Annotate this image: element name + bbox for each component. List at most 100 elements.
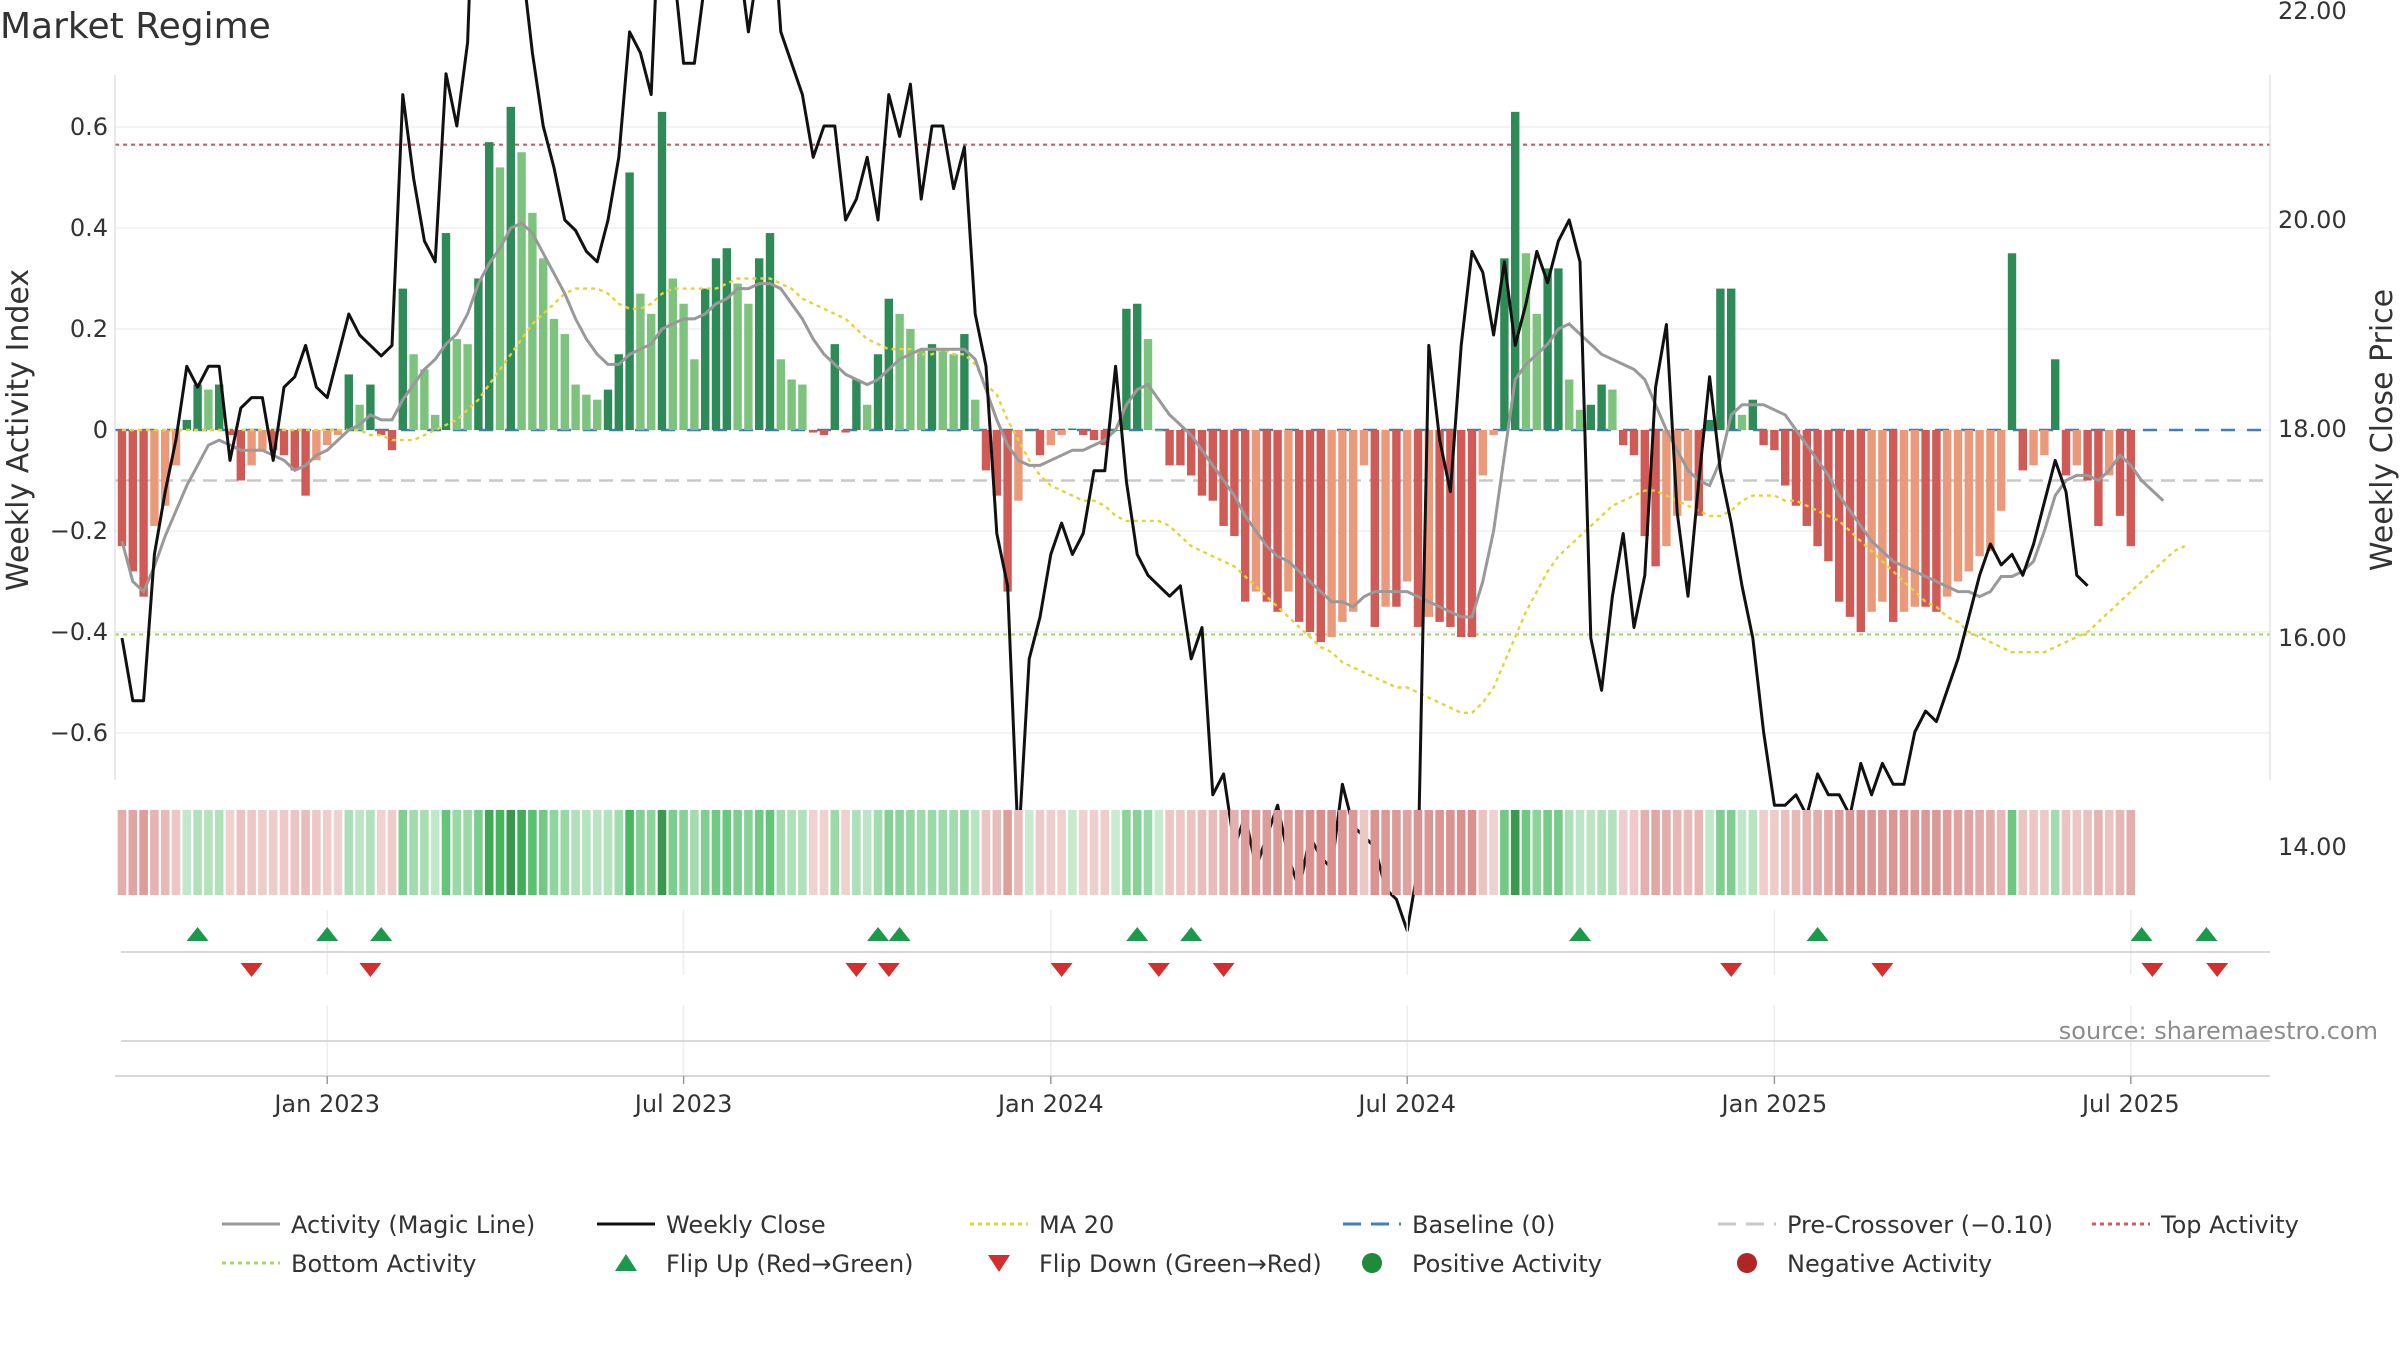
regime-strip-cell bbox=[517, 810, 526, 895]
activity-bar bbox=[1608, 389, 1617, 430]
activity-bar bbox=[2094, 430, 2103, 526]
flip-down-marker bbox=[1050, 963, 1073, 977]
regime-strip-cell bbox=[1813, 810, 1822, 895]
y-tick-left: 0.6 bbox=[70, 113, 108, 141]
regime-strip-cell bbox=[1100, 810, 1110, 895]
regime-strip-cell bbox=[452, 810, 462, 895]
regime-strip-cell bbox=[895, 810, 904, 895]
x-tick-label: Jan 2023 bbox=[272, 1090, 380, 1118]
regime-strip-cell bbox=[636, 810, 645, 895]
regime-strip-cell bbox=[1554, 810, 1563, 895]
regime-strip-cell bbox=[1143, 810, 1153, 895]
regime-strip-cell bbox=[1824, 810, 1833, 895]
y-tick-right: 22.00 bbox=[2278, 0, 2347, 25]
activity-bar bbox=[1575, 409, 1585, 430]
activity-bar bbox=[1705, 419, 1714, 430]
activity-bar bbox=[1921, 430, 1930, 607]
activity-bar bbox=[1651, 430, 1660, 567]
activity-bar bbox=[1057, 430, 1066, 436]
activity-bar bbox=[1597, 384, 1606, 430]
activity-bar bbox=[2029, 430, 2038, 466]
regime-strip-cell bbox=[776, 810, 786, 895]
activity-bar bbox=[1197, 430, 1207, 496]
legend-swatch-triangle-up bbox=[615, 1254, 637, 1271]
activity-bar bbox=[1737, 414, 1747, 430]
regime-strip-cell bbox=[1305, 810, 1315, 895]
flip-down-marker bbox=[240, 963, 263, 977]
regime-strip-cell bbox=[139, 810, 148, 895]
activity-bar bbox=[1176, 430, 1185, 466]
activity-bar bbox=[2040, 430, 2049, 456]
activity-bar bbox=[971, 399, 980, 430]
activity-bar bbox=[1813, 430, 1822, 547]
activity-bar bbox=[1554, 268, 1563, 430]
source-label: source: sharemaestro.com bbox=[2059, 1017, 2378, 1045]
regime-strip-cell bbox=[1662, 810, 1671, 895]
regime-strip-cell bbox=[744, 810, 753, 895]
activity-bar bbox=[1781, 430, 1790, 486]
legend-label: Positive Activity bbox=[1412, 1250, 1602, 1278]
regime-strip-cell bbox=[1672, 810, 1682, 895]
regime-strip-cell bbox=[1597, 810, 1606, 895]
regime-strip-cell bbox=[1748, 810, 1758, 895]
legend-item: Activity (Magic Line) bbox=[222, 1211, 535, 1239]
regime-strip-cell bbox=[1759, 810, 1768, 895]
regime-strip-cell bbox=[1500, 810, 1509, 895]
activity-bar bbox=[431, 414, 440, 430]
activity-bar bbox=[1424, 430, 1433, 617]
regime-strip-cell bbox=[495, 810, 505, 895]
regime-strip-cell bbox=[1564, 810, 1574, 895]
activity-bar bbox=[819, 430, 829, 436]
activity-bar bbox=[1878, 430, 1887, 602]
activity-bar bbox=[1370, 430, 1379, 627]
empty-bottom-panel bbox=[115, 1005, 2270, 1077]
flip-up-marker bbox=[316, 927, 339, 941]
regime-strip-cell bbox=[1489, 810, 1498, 895]
regime-strip-cell bbox=[1770, 810, 1779, 895]
regime-strip-cell bbox=[376, 810, 386, 895]
activity-bar bbox=[549, 318, 559, 430]
activity-bar bbox=[1899, 430, 1909, 612]
regime-strip-cell bbox=[970, 810, 980, 895]
regime-strip-cell bbox=[474, 810, 483, 895]
regime-strip-cell bbox=[387, 810, 397, 895]
regime-strip-cell bbox=[538, 810, 548, 895]
regime-strip-cell bbox=[1716, 810, 1725, 895]
legend-label: Pre-Crossover (−0.10) bbox=[1787, 1211, 2053, 1239]
activity-bar bbox=[733, 283, 742, 430]
activity-bar bbox=[2105, 430, 2114, 476]
activity-bar bbox=[1662, 430, 1671, 547]
activity-bar bbox=[301, 430, 310, 496]
regime-strip-cell bbox=[1197, 810, 1207, 895]
activity-bar bbox=[366, 384, 375, 430]
activity-bar bbox=[1467, 430, 1477, 638]
activity-bar bbox=[1446, 430, 1455, 627]
regime-strip-cell bbox=[290, 810, 300, 895]
regime-strip-cell bbox=[798, 810, 807, 895]
activity-bar bbox=[1986, 430, 1995, 552]
regime-strip-cell bbox=[214, 810, 224, 895]
legend-label: Top Activity bbox=[2160, 1211, 2299, 1239]
regime-strip-cell bbox=[366, 810, 375, 895]
activity-bar bbox=[1910, 430, 1919, 607]
legend-label: Baseline (0) bbox=[1412, 1211, 1555, 1239]
regime-strip-cell bbox=[1964, 810, 1974, 895]
regime-strip-cell bbox=[1240, 810, 1250, 895]
flip-up-marker bbox=[1569, 927, 1591, 941]
legend-item: Negative Activity bbox=[1737, 1250, 1992, 1278]
regime-strip-cell bbox=[1780, 810, 1790, 895]
legend-label: Negative Activity bbox=[1787, 1250, 1992, 1278]
legend-label: Activity (Magic Line) bbox=[291, 1211, 535, 1239]
activity-bar bbox=[1716, 288, 1725, 430]
y-tick-right: 14.00 bbox=[2278, 833, 2347, 861]
activity-bar bbox=[614, 354, 623, 430]
activity-bar bbox=[1068, 428, 1077, 430]
flip-up-marker bbox=[2130, 927, 2153, 941]
series-lines bbox=[120, 0, 2186, 933]
activity-bar bbox=[1316, 430, 1325, 643]
regime-strip-cell bbox=[182, 810, 192, 895]
regime-strip-cell bbox=[1888, 810, 1898, 895]
activity-bar bbox=[128, 430, 137, 572]
regime-strip-cell bbox=[2061, 810, 2071, 895]
regime-strip-cell bbox=[1230, 810, 1239, 895]
